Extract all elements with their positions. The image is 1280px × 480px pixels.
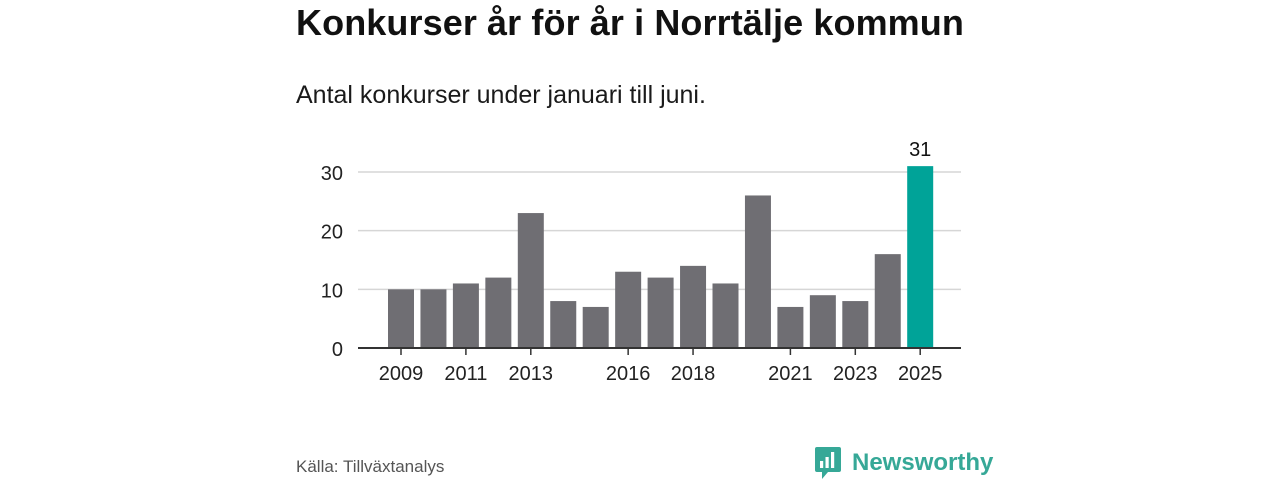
bar-2023[interactable] [842,301,869,348]
bar-2024[interactable] [874,254,901,348]
y-axis-ticks: 0 10 20 30 [321,163,343,361]
newsworthy-logo-icon [815,447,841,479]
y-tick-label-10: 10 [321,280,343,302]
bar-2016[interactable] [615,271,642,348]
x-tick-label-2016: 2016 [606,363,651,385]
bar-2022[interactable] [809,295,836,348]
bars [388,166,934,348]
bar-2012[interactable] [485,277,512,348]
bar-2015[interactable] [582,306,609,348]
bar-2011[interactable] [452,283,479,348]
bar-2017[interactable] [647,277,674,348]
bar-2014[interactable] [550,301,577,348]
x-axis-ticks: 2009 2011 2013 2016 2018 2021 2023 2025 [379,348,943,385]
y-tick-label-30: 30 [321,163,343,185]
bar-2010[interactable] [420,289,447,348]
data-labels: 31 [909,139,931,161]
bar-2020[interactable] [744,195,771,348]
brand-name: Newsworthy [852,449,994,476]
bar-2009[interactable] [388,289,414,348]
bar-2019[interactable] [712,283,739,348]
y-tick-label-20: 20 [321,222,343,244]
x-tick-label-2011: 2011 [444,363,487,385]
x-tick-label-2025: 2025 [898,363,943,385]
source-note: Källa: Tillväxtanalys [296,457,445,476]
x-tick-label-2013: 2013 [509,363,554,385]
y-tick-label-0: 0 [332,339,343,361]
x-tick-label-2009: 2009 [379,363,424,385]
bar-2025[interactable] [907,166,934,348]
grid-lines [358,171,961,291]
bar-2013[interactable] [517,213,544,348]
bar-2021[interactable] [777,306,804,348]
x-tick-label-2023: 2023 [833,363,878,385]
x-tick-label-2021: 2021 [768,363,813,385]
data-label-2025: 31 [909,139,931,161]
x-tick-label-2018: 2018 [671,363,716,385]
chart-subtitle: Antal konkurser under januari till juni. [296,81,706,109]
newsworthy-logo[interactable]: Newsworthy [814,446,993,480]
bar-2018[interactable] [680,265,707,348]
chart-title: Konkurser år för år i Norrtälje kommun [296,2,964,43]
